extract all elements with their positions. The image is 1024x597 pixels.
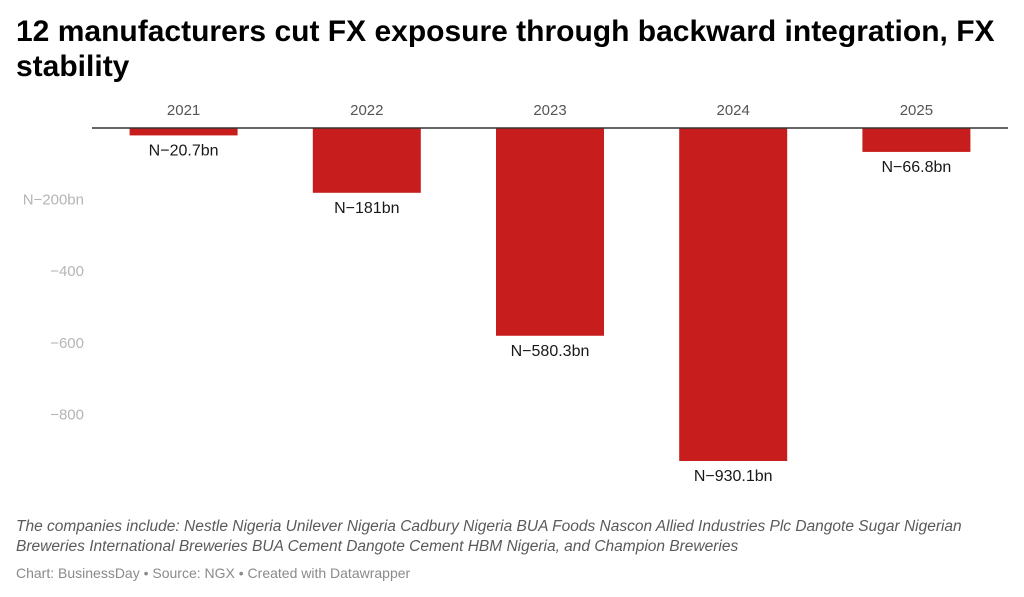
y-tick-label: −400 xyxy=(50,263,84,280)
y-tick-label: −800 xyxy=(50,406,84,423)
data-label: N−930.1bn xyxy=(694,468,773,485)
data-label: N−20.7bn xyxy=(149,142,219,159)
x-tick-label: 2023 xyxy=(533,102,566,119)
x-tick-label: 2022 xyxy=(350,102,383,119)
bar xyxy=(679,128,788,461)
data-label: N−66.8bn xyxy=(881,159,951,176)
x-tick-label: 2021 xyxy=(167,102,200,119)
chart-notes: The companies include: Nestle Nigeria Un… xyxy=(16,518,962,555)
bar-chart: N−200bn −400 −600 −800 2021 N−20.7bn 2022 N−181… xyxy=(23,102,1008,485)
x-tick-label: 2025 xyxy=(900,102,933,119)
bar xyxy=(862,128,971,152)
chart-footer: Chart: BusinessDay • Source: NGX • Creat… xyxy=(16,565,411,581)
bar xyxy=(312,128,421,193)
y-tick-label: N−200bn xyxy=(23,192,84,209)
chart-title: 12 manufacturers cut FX exposure through… xyxy=(16,15,995,83)
x-tick-label: 2024 xyxy=(717,102,750,119)
data-label: N−181bn xyxy=(334,200,399,217)
data-label: N−580.3bn xyxy=(511,343,590,360)
bar xyxy=(496,128,604,336)
bar xyxy=(129,128,238,136)
y-tick-label: −600 xyxy=(50,335,84,352)
